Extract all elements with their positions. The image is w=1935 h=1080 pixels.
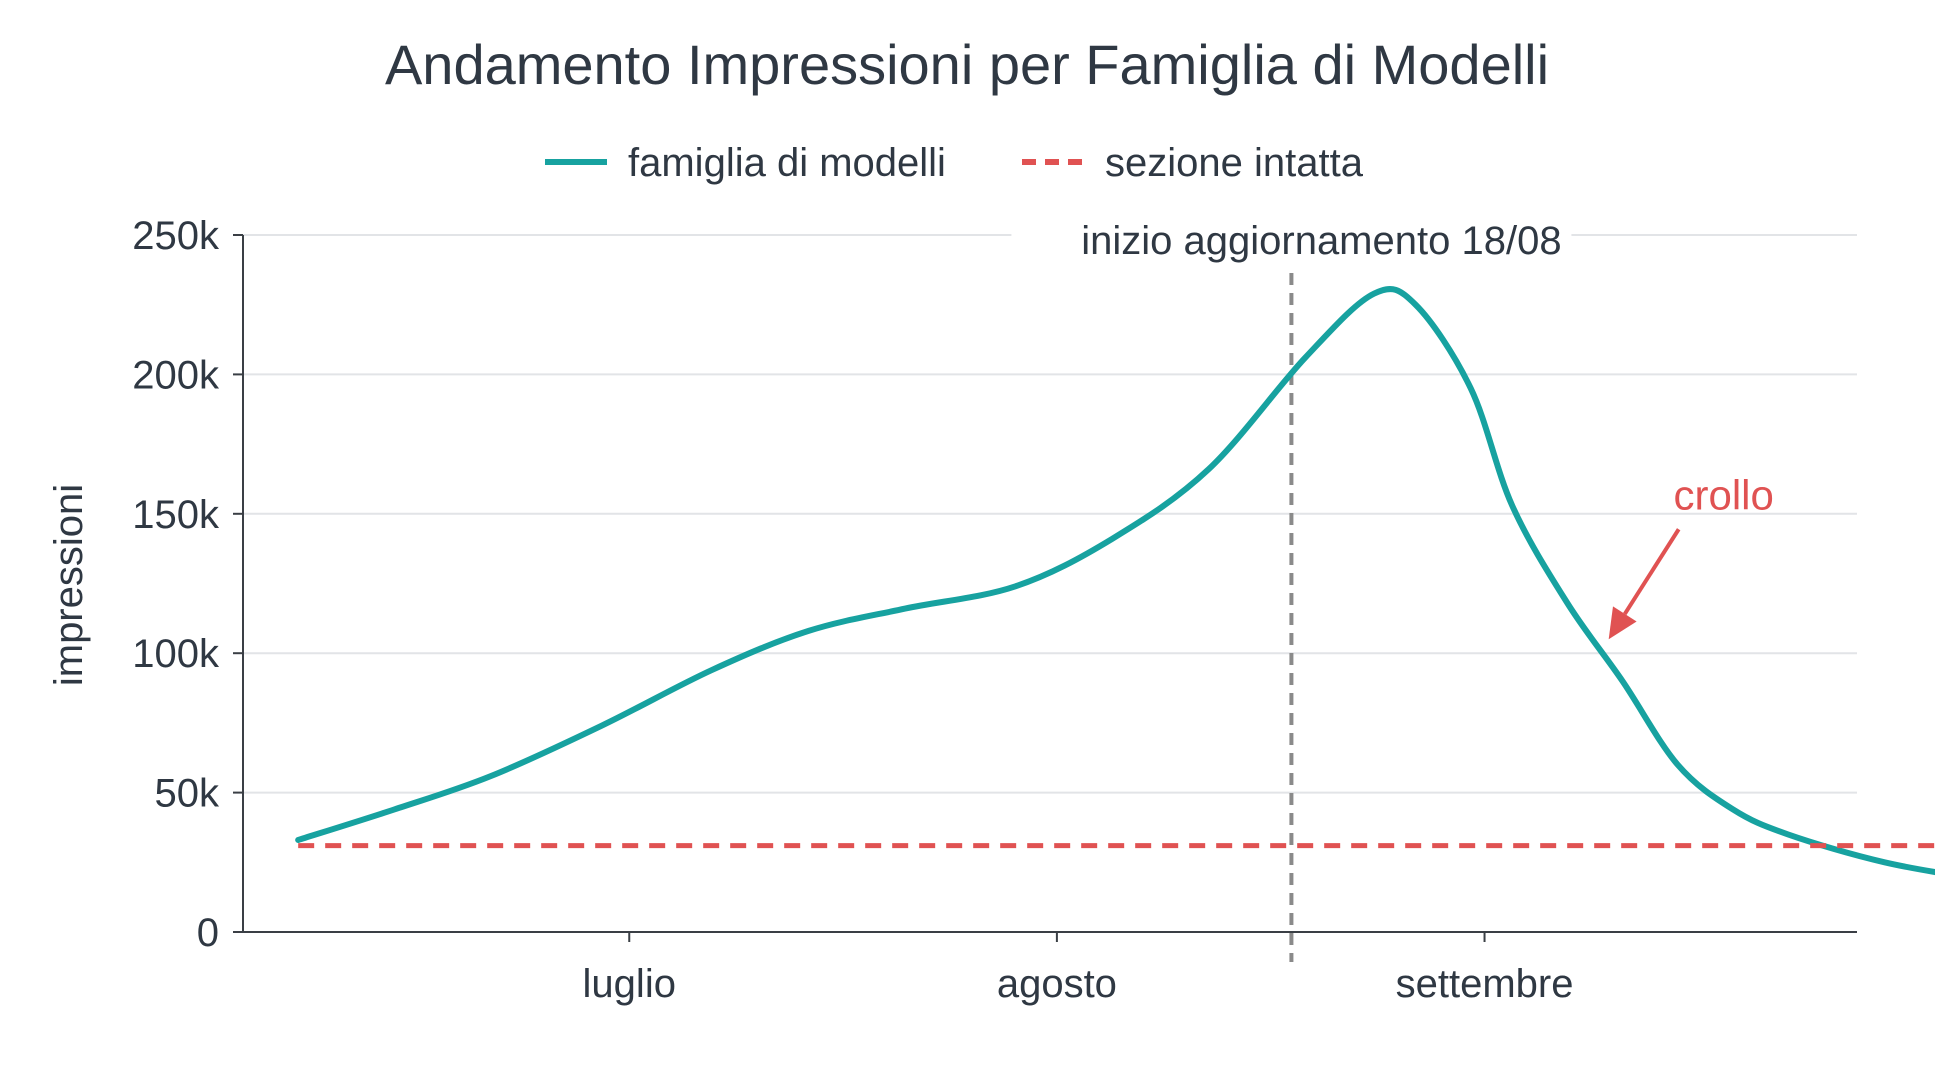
legend: famiglia di modelli sezione intatta [545, 141, 1364, 185]
y-tick-label: 250k [132, 214, 220, 258]
series-line-famiglia-di-modelli [295, 286, 1935, 876]
legend-label: sezione intatta [1105, 141, 1364, 185]
series-layer [295, 286, 1935, 876]
x-tick-labels: luglio agosto settembre [583, 962, 1574, 1006]
x-tick-label: agosto [997, 962, 1117, 1006]
x-tick-label: luglio [583, 962, 676, 1006]
update-start-marker: inizio aggiornamento 18/08 [1011, 213, 1572, 962]
annotations: crollo [1608, 471, 1774, 640]
annotation-label: crollo [1674, 471, 1774, 518]
annotation-arrow-head [1608, 606, 1637, 640]
y-tick-labels: 0 50k 100k 150k 200k 250k [132, 214, 220, 955]
axes [233, 234, 1857, 942]
legend-label: famiglia di modelli [628, 141, 946, 185]
update-start-label-bg [1011, 213, 1572, 267]
y-tick-label: 50k [155, 772, 220, 816]
chart-title: Andamento Impressioni per Famiglia di Mo… [385, 33, 1549, 96]
update-start-label: inizio aggiornamento 18/08 [1081, 219, 1561, 263]
y-axis-label: impressioni [47, 484, 91, 686]
y-tick-label: 100k [132, 632, 220, 676]
y-tick-label: 0 [197, 911, 219, 955]
x-tick-label: settembre [1396, 962, 1574, 1006]
y-tick-label: 150k [132, 493, 220, 537]
y-tick-label: 200k [132, 353, 220, 397]
annotation-arrow-shaft [1623, 528, 1681, 616]
grid [243, 234, 1857, 794]
